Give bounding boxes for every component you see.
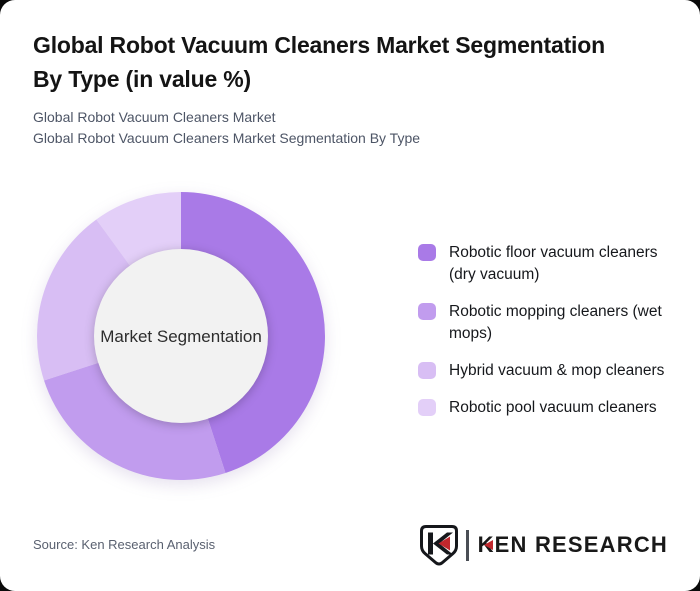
legend-item-2: Hybrid vacuum & mop cleaners (418, 360, 680, 382)
page-title: Global Robot Vacuum Cleaners Market Segm… (33, 32, 605, 92)
legend-item-label: Robotic floor vacuum cleaners (dry vacuu… (449, 244, 658, 283)
donut-center-label: Market Segmentation (100, 327, 262, 346)
legend-swatch-0 (418, 244, 436, 261)
brand-logo: KEN RESEARCH (419, 524, 668, 566)
legend-item-label: Robotic pool vacuum cleaners (449, 399, 657, 416)
subtitle-line-1: Global Robot Vacuum Cleaners Market (33, 109, 276, 125)
logo-divider (466, 529, 469, 561)
brand-wordmark: KEN RESEARCH (478, 524, 668, 566)
subtitle-block: Global Robot Vacuum Cleaners Market Glob… (33, 107, 673, 149)
subtitle-line-2: Global Robot Vacuum Cleaners Market Segm… (33, 130, 421, 146)
ken-shield-icon (420, 525, 459, 566)
k-red-triangle-icon (483, 540, 493, 550)
legend-item-label: Hybrid vacuum & mop cleaners (449, 362, 665, 379)
brand-wordmark-text: KEN RESEARCH (477, 532, 668, 557)
legend-item-label: Robotic mopping cleaners (wet mops) (449, 303, 662, 342)
donut-chart: Market Segmentation (37, 192, 325, 480)
legend-item-0: Robotic floor vacuum cleaners (dry vacuu… (418, 242, 680, 286)
legend-item-3: Robotic pool vacuum cleaners (418, 397, 680, 419)
legend-swatch-1 (418, 303, 436, 320)
legend: Robotic floor vacuum cleaners (dry vacuu… (418, 242, 680, 419)
legend-swatch-2 (418, 362, 436, 379)
source-text: Source: Ken Research Analysis (33, 537, 216, 552)
legend-swatch-3 (418, 399, 436, 416)
shield-red-triangle-icon (438, 536, 451, 551)
donut-chart-area: Market Segmentation (31, 186, 331, 486)
legend-item-1: Robotic mopping cleaners (wet mops) (418, 301, 680, 345)
donut-hole (94, 249, 268, 423)
